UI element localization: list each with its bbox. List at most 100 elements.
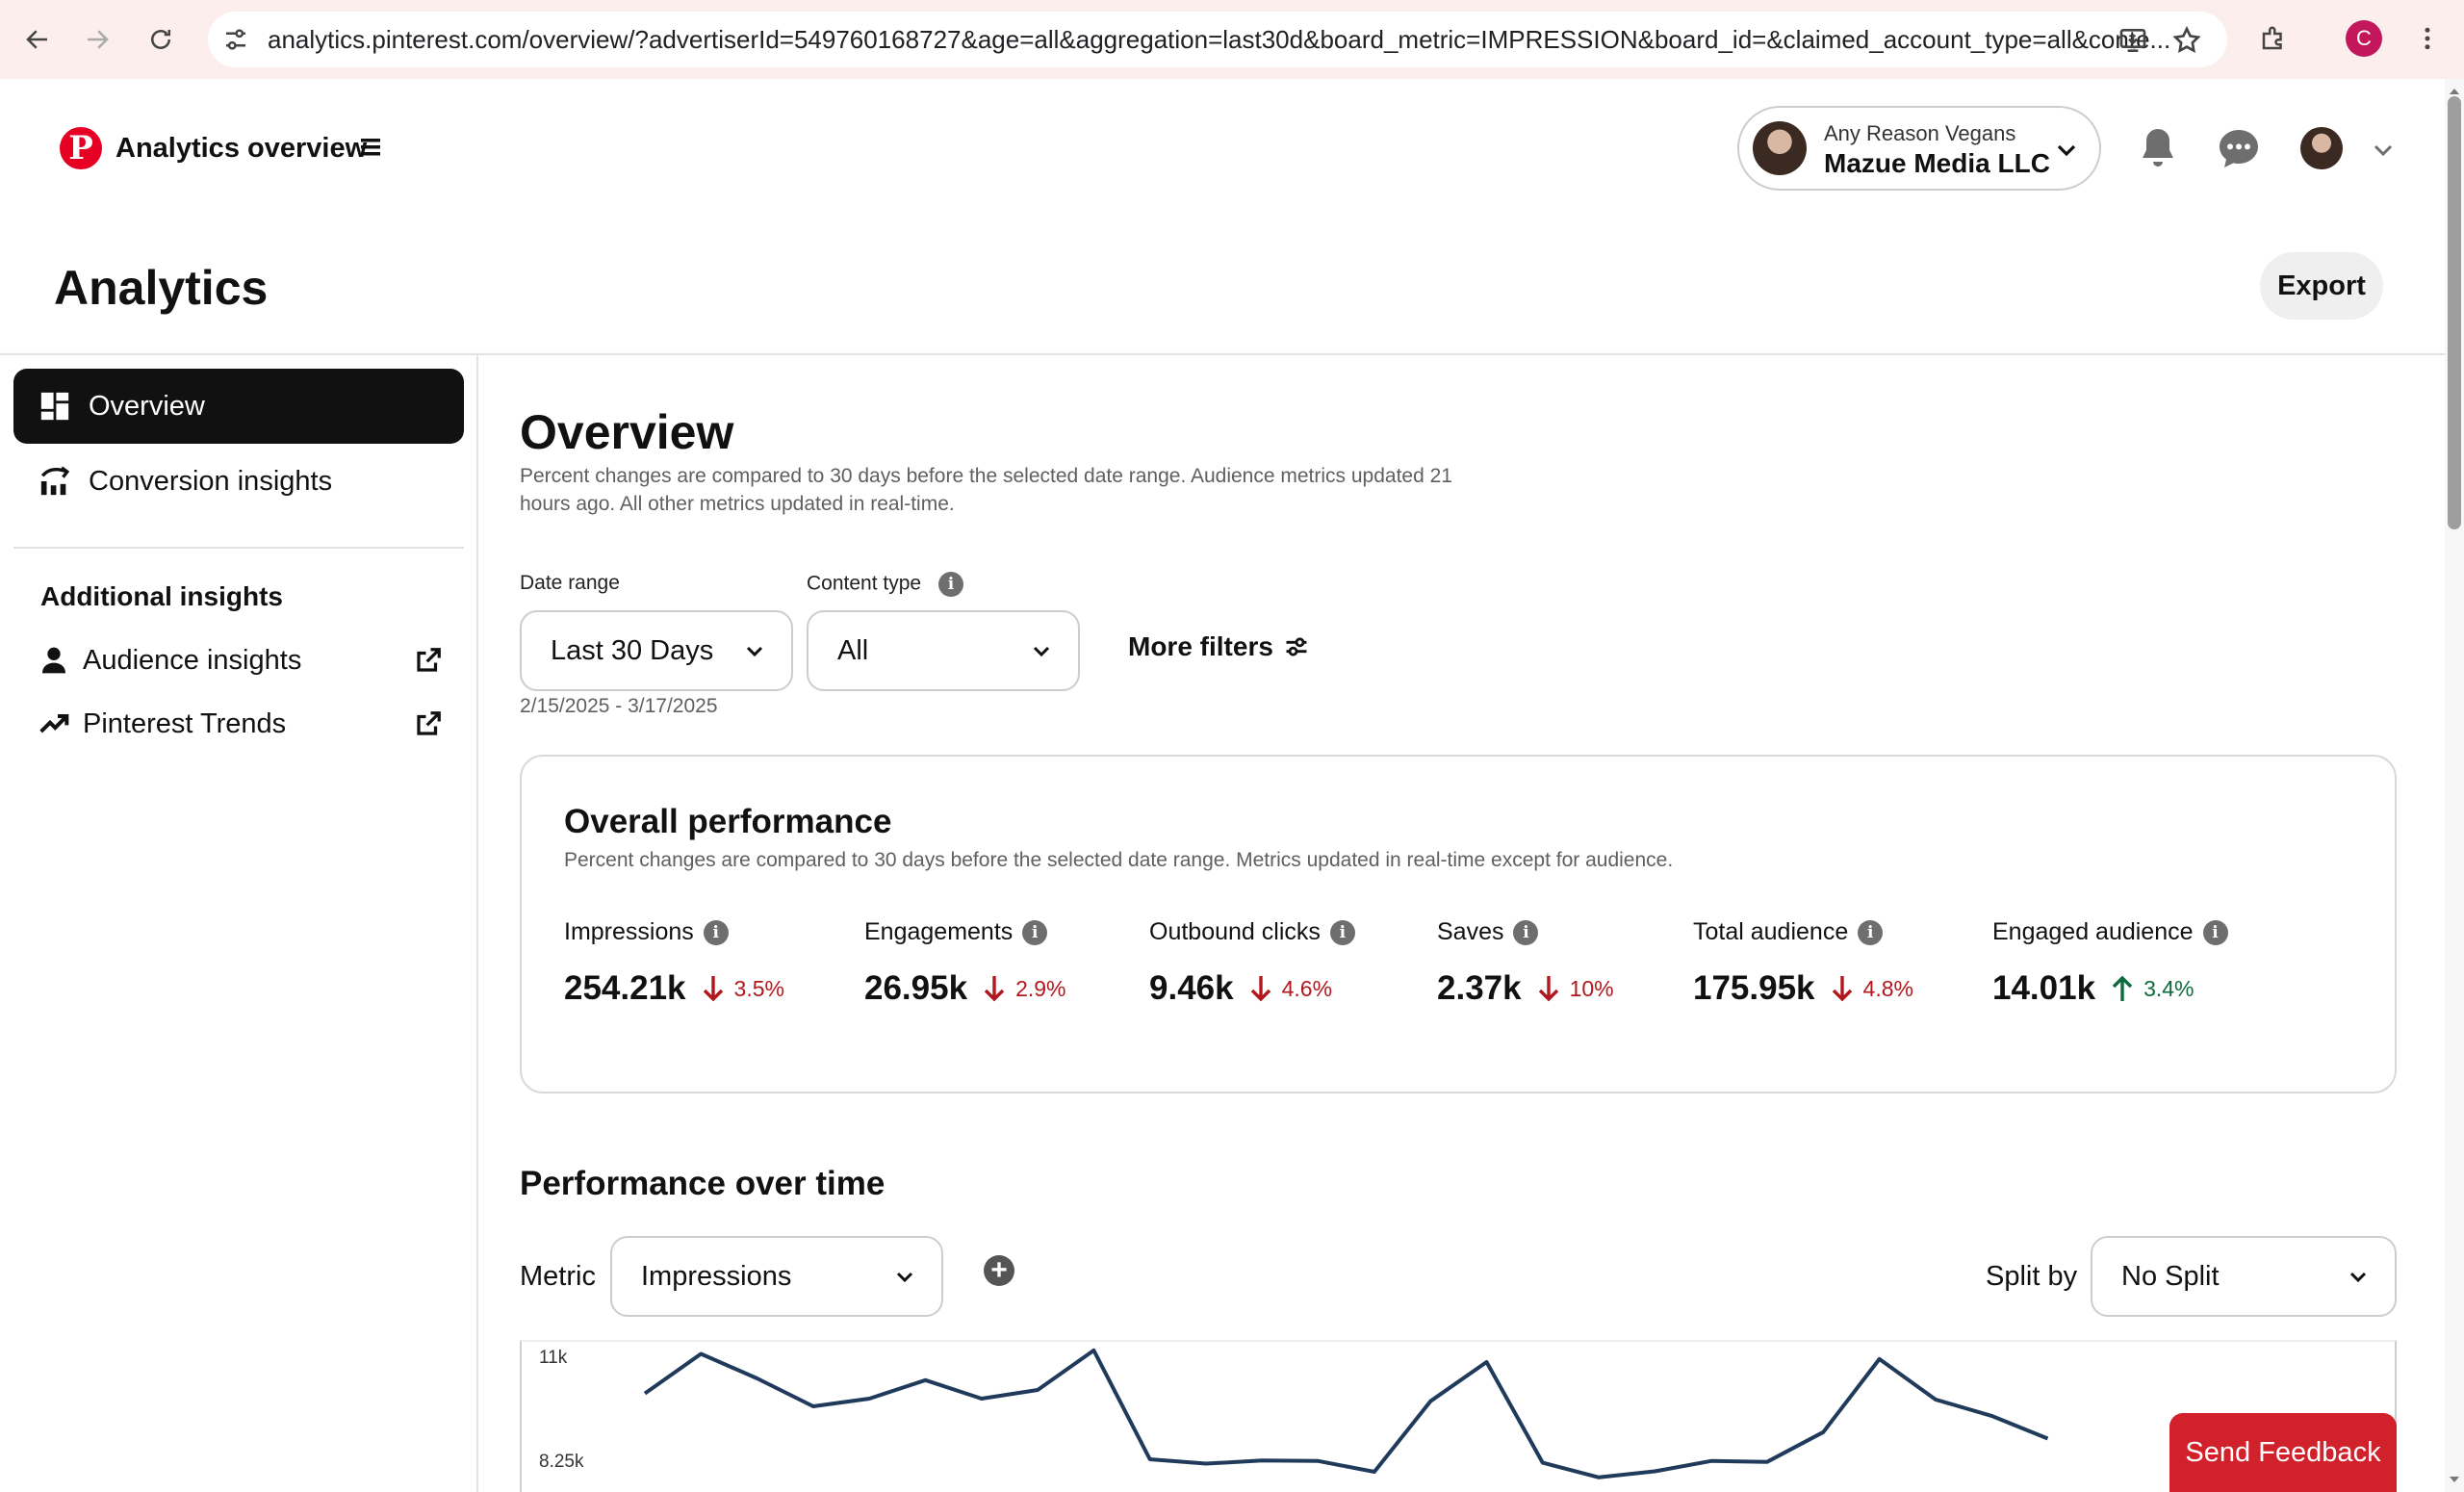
scroll-up-arrow-icon[interactable] xyxy=(2448,85,2461,98)
data-point[interactable] xyxy=(1933,1397,1938,1402)
performance-over-time-title: Performance over time xyxy=(520,1165,886,1202)
metric-value: 26.95k xyxy=(864,969,968,1007)
arrow-down-icon xyxy=(1832,976,1852,1002)
metric-change: 3.5% xyxy=(733,975,784,1001)
data-point[interactable] xyxy=(642,1391,648,1397)
profile-avatar[interactable]: C xyxy=(2345,19,2383,58)
account-sub-name: Any Reason Vegans xyxy=(1824,121,2016,145)
metric-name: Engaged audience xyxy=(1992,918,2194,945)
metric-change: 4.6% xyxy=(1281,975,1333,1001)
extensions-icon[interactable] xyxy=(2254,19,2293,58)
metric-select[interactable]: Impressions xyxy=(610,1236,943,1317)
info-icon[interactable]: i xyxy=(703,919,729,945)
more-filters-button[interactable]: More filters xyxy=(1128,631,1310,662)
data-point[interactable] xyxy=(1091,1348,1096,1353)
data-point[interactable] xyxy=(866,1396,872,1402)
grid-icon xyxy=(40,392,69,421)
data-point[interactable] xyxy=(698,1351,704,1357)
metric-engagements: Engagements i 26.95k 2.9% xyxy=(864,918,1066,1008)
data-point[interactable] xyxy=(923,1377,929,1383)
app-header: P Analytics overview Any Reason Vegans M… xyxy=(0,79,2445,223)
overall-performance-card: Overall performance Percent changes are … xyxy=(520,755,2397,1093)
notifications-bell-icon[interactable] xyxy=(2135,125,2181,171)
info-icon[interactable]: i xyxy=(1022,919,1048,945)
data-point[interactable] xyxy=(1427,1399,1433,1404)
data-point[interactable] xyxy=(755,1376,760,1381)
forward-icon[interactable] xyxy=(77,19,117,60)
impressions-series-line xyxy=(643,1348,2049,1479)
scroll-down-arrow-icon[interactable] xyxy=(2448,1473,2461,1486)
add-metric-plus-icon[interactable]: + xyxy=(984,1255,1014,1286)
page-title: Analytics xyxy=(54,261,269,315)
data-point[interactable] xyxy=(1764,1459,1770,1465)
data-point[interactable] xyxy=(1708,1458,1714,1464)
address-bar[interactable]: analytics.pinterest.com/overview/?advert… xyxy=(208,12,2227,67)
info-icon[interactable]: i xyxy=(937,572,963,597)
info-icon[interactable]: i xyxy=(2202,919,2228,945)
scrollbar-thumb[interactable] xyxy=(2448,96,2461,529)
data-point[interactable] xyxy=(1316,1458,1322,1464)
metric-impressions: Impressions i 254.21k 3.5% xyxy=(564,918,784,1008)
chevron-down-icon xyxy=(746,646,763,657)
split-by-select[interactable]: No Split xyxy=(2091,1236,2397,1317)
arrow-up-icon xyxy=(2112,975,2133,1001)
sidebar-link-audience-insights[interactable]: Audience insights xyxy=(38,636,443,684)
data-point[interactable] xyxy=(979,1396,985,1402)
metric-value: 14.01k xyxy=(1992,969,2096,1007)
data-point[interactable] xyxy=(1596,1475,1602,1480)
send-feedback-button[interactable]: Send Feedback xyxy=(2169,1413,2397,1492)
pinterest-logo-icon[interactable]: P xyxy=(60,127,102,169)
data-point[interactable] xyxy=(1989,1413,1994,1419)
data-point[interactable] xyxy=(1147,1456,1153,1462)
data-point[interactable] xyxy=(1484,1359,1490,1365)
hamburger-menu-icon[interactable] xyxy=(360,137,381,158)
install-app-icon[interactable] xyxy=(2118,25,2148,56)
browser-menu-icon[interactable] xyxy=(2408,19,2447,58)
date-range-label: Date range xyxy=(520,572,620,594)
data-point[interactable] xyxy=(1540,1460,1546,1466)
data-point[interactable] xyxy=(810,1403,816,1409)
more-filters-label: More filters xyxy=(1128,631,1273,661)
reload-icon[interactable] xyxy=(141,19,181,60)
app-title: Analytics overview xyxy=(116,133,368,164)
content-type-select[interactable]: All xyxy=(807,610,1080,691)
data-point[interactable] xyxy=(1877,1356,1883,1362)
data-point[interactable] xyxy=(1652,1469,1657,1475)
sidebar-item-overview[interactable]: Overview xyxy=(13,369,464,444)
chevron-down-icon xyxy=(896,1272,913,1283)
sidebar-link-pinterest-trends[interactable]: Pinterest Trends xyxy=(38,700,443,748)
chevron-down-icon xyxy=(2349,1272,2367,1283)
sidebar-item-conversion-insights[interactable]: Conversion insights xyxy=(13,444,464,519)
performance-line-chart: 11k 8.25k xyxy=(539,1348,2051,1480)
metric-change: 4.8% xyxy=(1862,975,1913,1001)
y-tick-label: 11k xyxy=(539,1348,568,1368)
data-point[interactable] xyxy=(1820,1429,1826,1435)
sidebar-separator xyxy=(13,547,464,549)
data-point[interactable] xyxy=(2045,1436,2051,1442)
content-type-value: All xyxy=(837,634,869,666)
messages-icon[interactable] xyxy=(2216,125,2262,171)
export-button[interactable]: Export xyxy=(2260,252,2383,320)
metric-name: Impressions xyxy=(564,918,694,945)
metric-name: Saves xyxy=(1437,918,1504,945)
info-icon[interactable]: i xyxy=(1329,919,1355,945)
browser-toolbar: analytics.pinterest.com/overview/?advert… xyxy=(0,0,2464,79)
data-point[interactable] xyxy=(1259,1457,1265,1463)
data-point[interactable] xyxy=(1203,1461,1209,1467)
bookmark-star-icon[interactable] xyxy=(2171,25,2202,56)
filter-sliders-icon xyxy=(1286,637,1307,656)
info-icon[interactable]: i xyxy=(1858,919,1884,945)
data-point[interactable] xyxy=(1035,1387,1040,1393)
user-avatar[interactable] xyxy=(2300,127,2343,169)
data-point[interactable] xyxy=(1372,1469,1377,1475)
account-menu-chevron-icon[interactable] xyxy=(2372,139,2395,162)
account-switcher[interactable]: Any Reason Vegans Mazue Media LLC xyxy=(1737,106,2101,191)
metric-total-audience: Total audience i 175.95k 4.8% xyxy=(1693,918,1913,1008)
back-icon[interactable] xyxy=(17,19,58,60)
date-range-select[interactable]: Last 30 Days xyxy=(520,610,793,691)
info-icon[interactable]: i xyxy=(1513,919,1539,945)
site-settings-icon[interactable] xyxy=(221,25,250,54)
metric-saves: Saves i 2.37k 10% xyxy=(1437,918,1614,1008)
additional-insights-heading: Additional insights xyxy=(40,581,283,611)
chevron-down-icon xyxy=(1033,646,1050,657)
